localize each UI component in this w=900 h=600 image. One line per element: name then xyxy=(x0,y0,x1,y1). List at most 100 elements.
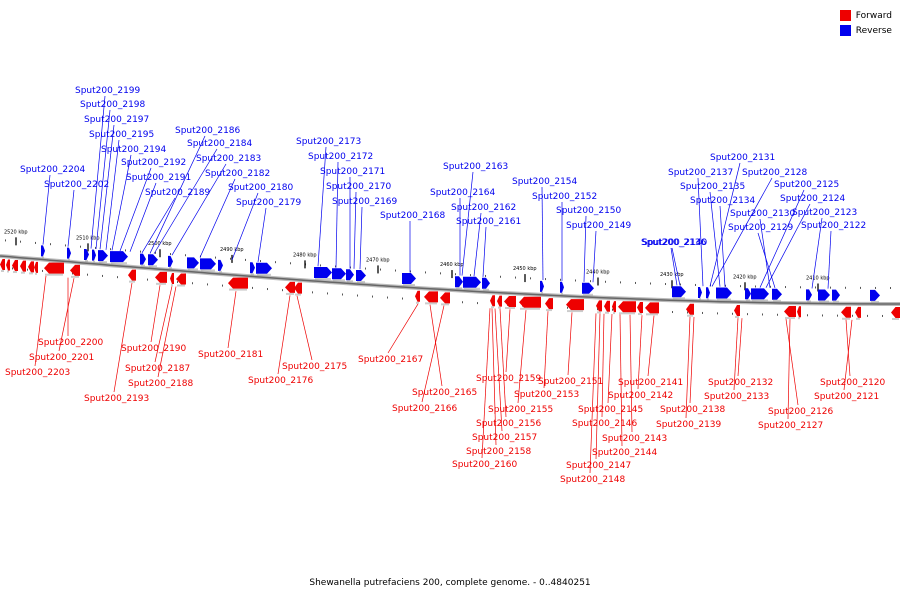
track-dot xyxy=(462,301,463,304)
track-dot xyxy=(260,260,261,263)
kbp-tick-label: 2510 kbp xyxy=(76,235,100,241)
track-dot xyxy=(42,269,43,272)
gene-label: Sput200_2188 xyxy=(128,379,194,389)
gene-leader-line xyxy=(595,313,601,460)
gene-leader-line xyxy=(90,95,106,249)
gene-leader-line xyxy=(845,319,851,377)
gene-label: Sput200_2200 xyxy=(38,338,104,348)
forward-gene xyxy=(519,296,541,308)
track-dot xyxy=(755,285,756,288)
track-dot xyxy=(275,261,276,264)
reverse-gene xyxy=(200,258,216,270)
gene-shadow xyxy=(785,317,795,320)
gene-label: Sput200_2171 xyxy=(320,167,385,177)
track-dot xyxy=(747,313,748,316)
track-dot xyxy=(342,293,343,296)
gene-label: Sput200_2170 xyxy=(326,182,392,192)
gene-label: Sput200_2129 xyxy=(728,223,794,233)
gene-label: Sput200_2147 xyxy=(566,461,631,471)
reverse-gene xyxy=(140,253,146,265)
reverse-gene xyxy=(346,269,354,281)
gene-label: Sput200_2127 xyxy=(758,421,823,431)
gene-shadow xyxy=(229,288,247,291)
reverse-gene xyxy=(356,269,366,281)
gene-shadow xyxy=(699,298,701,301)
gene-shadow xyxy=(746,299,750,302)
gene-leader-line xyxy=(671,247,681,286)
track-dot xyxy=(215,256,216,259)
gene-shadow xyxy=(567,310,583,313)
gene-leader-line xyxy=(709,162,741,287)
track-dot xyxy=(425,271,426,274)
track-dot xyxy=(695,283,696,286)
track-dot xyxy=(852,314,853,317)
track-dot xyxy=(72,272,73,275)
track-dot xyxy=(35,241,36,244)
gene-label: Sput200_2126 xyxy=(768,407,834,417)
gene-shadow xyxy=(871,300,879,303)
gene-shadow xyxy=(357,280,365,283)
reverse-swatch xyxy=(839,25,851,36)
track-dot xyxy=(680,283,681,286)
gene-shadow xyxy=(35,272,37,275)
gene-leader-line xyxy=(601,313,605,418)
track-dot xyxy=(117,276,118,279)
track-dot xyxy=(575,279,576,282)
track-dot xyxy=(125,249,126,252)
track-dot xyxy=(252,286,253,289)
forward-gene xyxy=(855,306,861,318)
gene-leader-line xyxy=(619,314,623,447)
track-dot xyxy=(725,284,726,287)
gene-leader-line xyxy=(150,285,161,343)
gene-shadow xyxy=(156,282,166,285)
track-dot xyxy=(402,297,403,300)
reverse-gene xyxy=(84,249,89,261)
gene-leader-line xyxy=(481,308,491,459)
gene-shadow xyxy=(638,313,642,316)
gene-label: Sput200_2194 xyxy=(101,145,167,155)
forward-gene xyxy=(28,261,34,273)
gene-shadow xyxy=(169,266,172,269)
gene-label: Sput200_2169 xyxy=(332,197,398,207)
gene-leader-line xyxy=(494,308,503,432)
gene-leader-line xyxy=(589,313,597,474)
gene-shadow xyxy=(842,317,850,320)
track-dot xyxy=(290,262,291,265)
legend-forward-label: Forward xyxy=(855,10,892,21)
track-dot xyxy=(207,283,208,286)
gene-leader-line xyxy=(149,135,206,254)
track-dot xyxy=(807,314,808,317)
gene-leader-line xyxy=(153,148,218,254)
forward-gene xyxy=(12,260,18,272)
kbp-tick-label: 2420 kbp xyxy=(733,274,757,280)
gene-leader-line xyxy=(359,206,363,270)
kbp-tick-label: 2490 kbp xyxy=(220,247,244,253)
track-dot xyxy=(597,308,598,311)
gene-leader-line xyxy=(154,286,173,363)
track-dot xyxy=(845,286,846,289)
gene-shadow xyxy=(613,312,615,315)
gene-shadow xyxy=(295,293,301,296)
gene-leader-line xyxy=(759,218,771,288)
gene-shadow xyxy=(257,273,271,276)
reverse-gene xyxy=(698,287,702,299)
forward-gene xyxy=(128,269,136,281)
gene-shadow xyxy=(735,315,739,318)
gene-label: Sput200_2139 xyxy=(656,420,722,430)
gene-leader-line xyxy=(785,319,799,406)
gene-label: Sput200_2156 xyxy=(476,419,542,429)
forward-gene xyxy=(497,295,502,307)
gene-leader-line xyxy=(67,189,75,247)
gene-label: Sput200_2135 xyxy=(680,182,745,192)
gene-leader-line xyxy=(765,203,811,288)
track-dot xyxy=(882,314,883,317)
reverse-gene xyxy=(187,257,199,269)
gene-label: Sput200_2153 xyxy=(514,390,579,400)
gene-label: Sput200_2138 xyxy=(660,405,726,415)
gene-leader-line xyxy=(567,312,573,376)
track-dot xyxy=(890,286,891,289)
track-dot xyxy=(177,281,178,284)
gene-label: Sput200_2197 xyxy=(84,115,149,125)
gene-leader-line xyxy=(491,308,497,446)
